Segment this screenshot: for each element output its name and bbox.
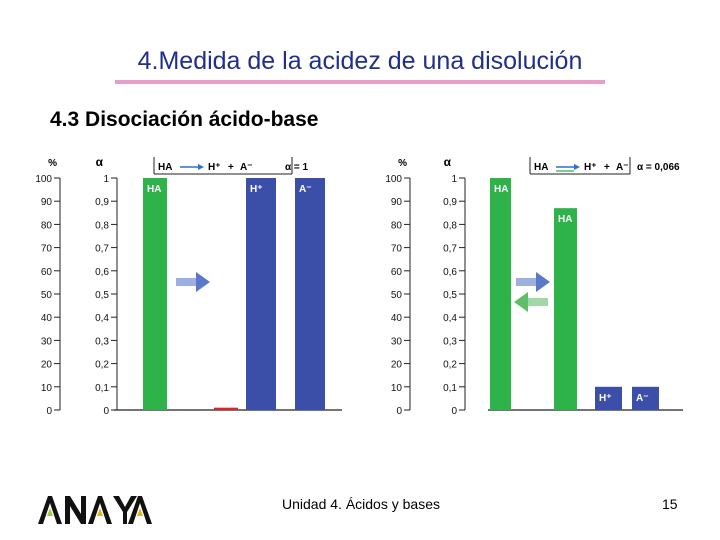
equation-arrow-head: [574, 164, 580, 170]
equation-reactant: HA: [534, 162, 548, 173]
alpha-axis-label: α: [96, 155, 104, 169]
alpha-tick-label: 0,9: [95, 197, 109, 208]
percent-tick-label: 60: [41, 267, 53, 278]
percent-tick-label: 90: [41, 197, 53, 208]
bar-ha: [143, 178, 167, 410]
alpha-tick-label: 0,8: [443, 220, 457, 231]
percent-tick-label: 70: [391, 244, 403, 255]
percent-tick-label: 50: [41, 290, 53, 301]
strong-acid-dissociation-chart: % α 0 10 20 30 40 50 60 70 80 90 100 0 0,1 0,2 0,3 0,4 0,5…: [35, 155, 342, 417]
forward-arrow-head: [196, 272, 210, 292]
bar-label: H⁺: [250, 184, 263, 195]
equation-alpha: α = 1: [285, 162, 309, 173]
alpha-tick-label: 0,5: [443, 290, 457, 301]
equation-hplus: H⁺: [584, 162, 597, 173]
percent-tick-label: 20: [391, 360, 403, 371]
alpha-tick-label: 0,1: [95, 383, 109, 394]
percent-tick-label: 20: [41, 360, 53, 371]
percent-axis-label: %: [48, 158, 57, 169]
bar-a: [295, 178, 325, 410]
alpha-tick-label: 0,3: [443, 336, 457, 347]
forward-arrow-shaft: [516, 278, 536, 286]
bar-residual: [214, 407, 238, 410]
percent-tick-label: 0: [396, 406, 402, 417]
equation-plus: +: [604, 162, 610, 173]
alpha-tick-label: 0: [451, 406, 457, 417]
anaya-logo: [38, 496, 152, 524]
percent-tick-label: 30: [391, 336, 403, 347]
percent-tick-label: 30: [41, 336, 53, 347]
equation-aminus: A⁻: [240, 162, 253, 173]
percent-tick-label: 50: [391, 290, 403, 301]
bar-h: [246, 178, 276, 410]
percent-tick-label: 60: [391, 267, 403, 278]
bar-label: HA: [494, 184, 508, 195]
alpha-tick-label: 0,4: [95, 313, 109, 324]
alpha-axis-label: α: [444, 155, 452, 169]
bar-label: HA: [147, 184, 161, 195]
percent-tick-label: 70: [41, 244, 53, 255]
alpha-tick-label: 0,6: [95, 267, 109, 278]
bar-label: H⁺: [599, 393, 612, 404]
bar-label: HA: [558, 214, 572, 225]
alpha-tick-label: 0,9: [443, 197, 457, 208]
alpha-tick-label: 0: [103, 406, 109, 417]
alpha-tick-label: 0,3: [95, 336, 109, 347]
slide-title: 4.Medida de la acidez de una disolución: [137, 47, 583, 75]
bar-label: A⁻: [299, 184, 312, 195]
alpha-tick-label: 0,2: [443, 360, 457, 371]
alpha-tick-label: 0,7: [95, 244, 109, 255]
footer-unit: Unidad 4. Ácidos y bases: [282, 496, 440, 512]
slide-subtitle: 4.3 Disociación ácido-base: [50, 108, 319, 131]
forward-arrow-shaft: [176, 278, 196, 286]
bar-ha: [490, 178, 511, 410]
alpha-tick-label: 1: [451, 174, 457, 185]
alpha-tick-label: 0,5: [95, 290, 109, 301]
bar-a: [632, 386, 659, 410]
equation-reactant: HA: [158, 162, 172, 173]
percent-tick-label: 80: [41, 220, 53, 231]
backward-arrow-shaft: [528, 298, 548, 306]
equation-aminus: A⁻: [616, 162, 629, 173]
bar-ha: [554, 208, 577, 410]
page-number: 15: [662, 496, 678, 512]
percent-tick-label: 40: [41, 313, 53, 324]
percent-tick-label: 100: [385, 174, 402, 185]
alpha-tick-label: 0,7: [443, 244, 457, 255]
bar-h: [595, 386, 622, 410]
forward-arrow-head: [536, 272, 550, 292]
title-underline: [115, 80, 605, 84]
equation-arrow-head: [198, 164, 204, 170]
alpha-tick-label: 0,2: [95, 360, 109, 371]
alpha-tick-label: 0,1: [443, 383, 457, 394]
percent-tick-label: 0: [46, 406, 52, 417]
percent-tick-label: 90: [391, 197, 403, 208]
percent-axis-label: %: [398, 158, 407, 169]
percent-tick-label: 10: [391, 383, 403, 394]
equation-hplus: H⁺: [208, 162, 221, 173]
weak-acid-dissociation-chart: % α 0 10 20 30 40 50 60 70 80 90 100 0 0,1 0,2 0,3 0,4 0,5…: [385, 155, 683, 417]
percent-tick-label: 40: [391, 313, 403, 324]
alpha-tick-label: 0,8: [95, 220, 109, 231]
bar-label: A⁻: [636, 393, 649, 404]
percent-tick-label: 100: [35, 174, 52, 185]
percent-tick-label: 10: [41, 383, 53, 394]
alpha-tick-label: 0,6: [443, 267, 457, 278]
equation-plus: +: [228, 162, 234, 173]
equation-alpha: α = 0,066: [637, 162, 680, 173]
percent-tick-label: 80: [391, 220, 403, 231]
alpha-tick-label: 0,4: [443, 313, 457, 324]
alpha-tick-label: 1: [103, 174, 109, 185]
backward-arrow-head: [514, 292, 528, 312]
